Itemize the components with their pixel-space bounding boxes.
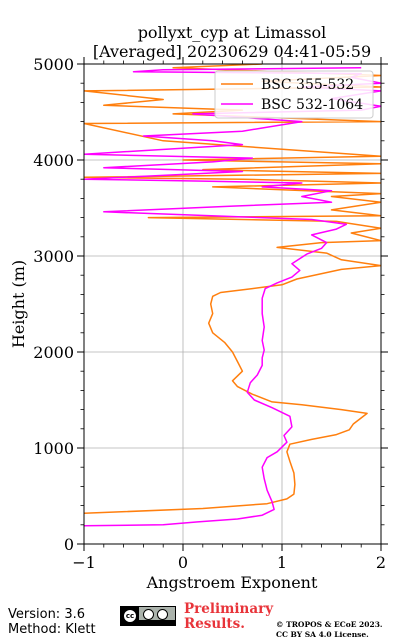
- method-text: Method: Klett: [8, 622, 96, 637]
- copyright-line-2: CC BY SA 4.0 License.: [276, 630, 369, 639]
- legend-label-series-2: BSC 532-1064: [261, 97, 363, 113]
- y-tick-label: 5000: [33, 55, 74, 74]
- plot-series: [84, 64, 381, 527]
- plot-frame: [83, 63, 382, 545]
- x-tick-label: −1: [72, 553, 96, 572]
- grid-lines: [84, 64, 381, 544]
- preliminary-line-2: Results.: [184, 616, 245, 632]
- y-tick-label: 3000: [33, 247, 74, 266]
- sa-icon: [157, 609, 168, 620]
- y-axis-label: Height (m): [9, 260, 28, 348]
- chart-title: pollyxt_cyp at Limassol: [138, 23, 327, 42]
- y-ticks: 0 1000 2000 3000 4000 5000: [33, 55, 388, 554]
- preliminary-notice: Preliminary Results.: [184, 602, 273, 632]
- series-line-2: [84, 67, 381, 527]
- series-line-1: [84, 64, 381, 515]
- y-tick-label: 4000: [33, 151, 74, 170]
- version-text: Version: 3.6: [8, 607, 85, 622]
- y-tick-label: 2000: [33, 343, 74, 362]
- legend-label-series-1: BSC 355-532: [261, 77, 354, 93]
- preliminary-line-1: Preliminary: [184, 601, 274, 617]
- copyright-line-1: © TROPOS & ECoE 2023.: [276, 620, 383, 629]
- y-tick-label: 1000: [33, 439, 74, 458]
- by-icon: [143, 609, 154, 620]
- copyright-notice: © TROPOS & ECoE 2023. CC BY SA 4.0 Licen…: [276, 620, 383, 640]
- x-axis-label: Angstroem Exponent: [146, 573, 318, 592]
- x-tick-label: 2: [376, 553, 386, 572]
- x-ticks: −1 0 1 2: [72, 57, 386, 572]
- cc-icon: cc: [123, 609, 137, 623]
- chart-subtitle: [Averaged] 20230629 04:41-05:59: [93, 42, 371, 61]
- legend-box: [214, 70, 374, 119]
- x-tick-label: 0: [178, 553, 188, 572]
- cc-license-logo: cc: [120, 606, 176, 626]
- legend: BSC 355-532 BSC 532-1064: [214, 70, 374, 119]
- y-tick-label: 0: [64, 535, 74, 554]
- x-tick-label: 1: [277, 553, 287, 572]
